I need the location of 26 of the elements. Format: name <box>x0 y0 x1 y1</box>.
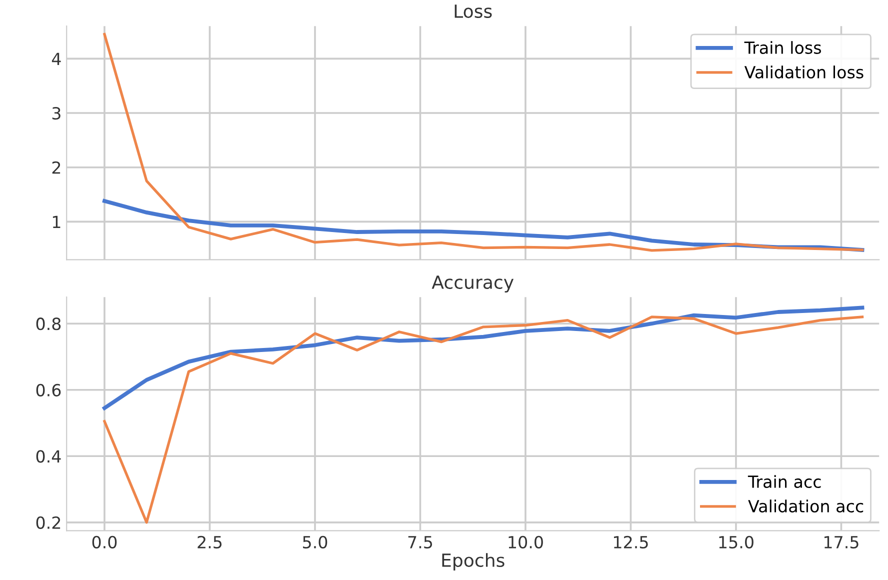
line-series <box>103 316 864 524</box>
y-tick-label: 3 <box>52 106 60 120</box>
chart-title: Accuracy <box>432 276 514 293</box>
x-tick-label: 10.0 <box>508 536 543 548</box>
legend-label: Validation loss <box>744 66 864 78</box>
legend-label: Train loss <box>744 41 821 54</box>
legend-label: Train acc <box>748 475 821 488</box>
x-tick-label: 17.5 <box>824 536 858 548</box>
y-tick-label: 0.8 <box>36 318 61 330</box>
y-tick-label: 0.6 <box>36 384 61 396</box>
legend-label: Validation acc <box>748 500 864 512</box>
x-tick-label: 12.5 <box>614 536 648 548</box>
y-tick-label: 2 <box>52 161 60 174</box>
x-tick-label: 15.0 <box>719 536 754 548</box>
x-tick-label: 5.0 <box>303 536 328 548</box>
x-tick-label: 7.5 <box>408 536 432 548</box>
y-tick-label: 4 <box>52 52 61 66</box>
y-tick-label: 0.4 <box>36 450 61 463</box>
line-series <box>102 306 864 410</box>
x-axis-title: Epochs <box>442 553 504 571</box>
x-tick-label: 2.5 <box>198 536 222 548</box>
y-tick-label: 0.2 <box>36 516 60 529</box>
x-tick-label: 0.0 <box>92 536 117 548</box>
y-tick-label: 1 <box>52 216 60 228</box>
line-series <box>103 32 864 252</box>
chart-title: Loss <box>454 4 492 18</box>
